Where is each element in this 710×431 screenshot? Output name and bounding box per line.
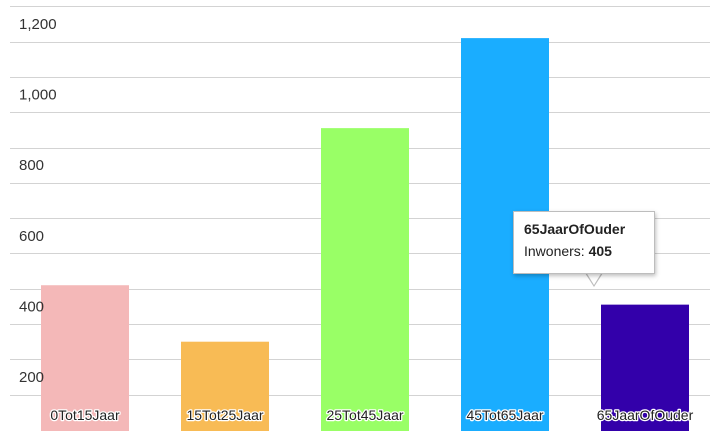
bar-15Tot25Jaar[interactable] bbox=[181, 341, 269, 431]
y-tick-label: 400 bbox=[19, 298, 44, 315]
y-axis-ticks: 1,200 1,000 800 600 400 200 bbox=[19, 16, 57, 386]
bar-65JaarOfOuder[interactable] bbox=[601, 304, 689, 431]
tooltip-title: 65JaarOfOuder bbox=[524, 221, 626, 237]
y-tick-label: 200 bbox=[19, 369, 44, 386]
tooltip: 65JaarOfOuder Inwoners: 405 bbox=[513, 211, 655, 274]
y-tick-label: 600 bbox=[19, 228, 44, 245]
tooltip-line: Inwoners: 405 bbox=[524, 243, 644, 259]
tooltip-value: 405 bbox=[588, 243, 612, 259]
category-label: 0Tot15Jaar bbox=[50, 407, 120, 423]
y-tick-label: 800 bbox=[19, 157, 44, 174]
category-label: 65JaarOfOuder bbox=[597, 407, 694, 423]
category-label: 15Tot25Jaar bbox=[186, 407, 263, 423]
category-labels: 0Tot15Jaar 15Tot25Jaar 25Tot45Jaar 45Tot65J… bbox=[49, 406, 695, 425]
tooltip-pointer-fill bbox=[586, 272, 602, 285]
bar-0Tot15Jaar[interactable] bbox=[41, 285, 129, 431]
bar-25Tot45Jaar[interactable] bbox=[321, 128, 409, 431]
category-label: 25Tot45Jaar bbox=[326, 407, 403, 423]
tooltip-series-label: Inwoners: bbox=[524, 243, 585, 259]
y-tick-label: 1,200 bbox=[19, 16, 57, 33]
y-tick-label: 1,000 bbox=[19, 87, 57, 104]
category-label: 45Tot65Jaar bbox=[466, 407, 543, 423]
bars bbox=[41, 38, 689, 431]
